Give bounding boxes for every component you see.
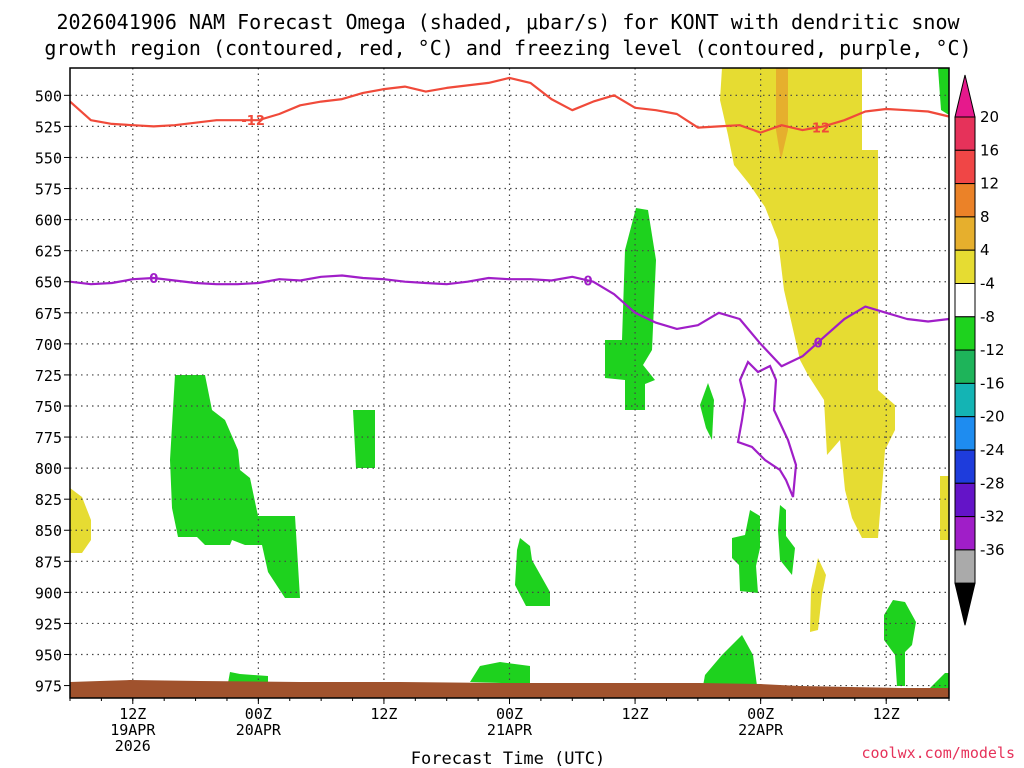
colorbar-swatch <box>954 216 976 251</box>
x-tick-date: 22APR <box>738 721 784 739</box>
colorbar-label: 12 <box>980 175 999 193</box>
x-tick-date: 21APR <box>487 721 533 739</box>
y-tick-label: 575 <box>35 181 62 199</box>
omega-green-region <box>353 410 375 468</box>
y-tick-label: 550 <box>35 149 62 167</box>
omega-green-region <box>470 662 530 684</box>
colorbar-swatch <box>954 116 976 151</box>
y-tick-label: 675 <box>35 305 62 323</box>
ground-surface <box>70 680 949 698</box>
y-tick-label: 625 <box>35 243 62 261</box>
colorbar-swatch <box>954 449 976 484</box>
y-tick-label: 800 <box>35 460 62 478</box>
colorbar-under-triangle <box>954 582 976 626</box>
omega-green-region <box>700 383 714 440</box>
x-tick-date: 19APR <box>110 721 156 739</box>
omega-green-region <box>938 68 949 115</box>
colorbar-label: -24 <box>980 441 1005 459</box>
y-tick-label: 650 <box>35 274 62 292</box>
colorbar-label: -20 <box>980 408 1005 426</box>
x-tick-label: 00Z <box>747 705 774 723</box>
x-tick-year: 2026 <box>115 737 151 755</box>
omega-shading <box>70 68 949 690</box>
chart-title-line1: 2026041906 NAM Forecast Omega (shaded, μ… <box>56 10 960 34</box>
omega-yellow-region <box>70 488 91 553</box>
freezing-level-loop <box>736 360 798 498</box>
omega-yellow-region <box>720 68 895 538</box>
y-tick-label: 525 <box>35 118 62 136</box>
x-tick-label: 12Z <box>370 705 397 723</box>
colorbar-label: 4 <box>980 241 990 259</box>
grid <box>70 68 949 698</box>
colorbar-swatch <box>954 316 976 351</box>
x-tick-date: 20APR <box>236 721 282 739</box>
y-tick-label: 975 <box>35 678 62 696</box>
chart-title-line2: growth region (contoured, red, °C) and f… <box>44 36 971 60</box>
colorbar-swatch <box>954 382 976 418</box>
y-tick-label: 725 <box>35 367 62 385</box>
colorbar-swatch <box>954 283 976 318</box>
colorbar-label: 16 <box>980 141 999 159</box>
colorbar-swatch <box>954 549 976 584</box>
x-tick-label: 00Z <box>496 705 523 723</box>
dendritic-contour-label: -12 <box>806 121 830 136</box>
y-tick-label: 500 <box>35 87 62 105</box>
omega-green-region <box>703 635 757 686</box>
omega-green-region <box>778 505 795 575</box>
axis-ticks: 500 525 550 575 600 625 650 675 700 725 750 775 800 8… <box>35 87 950 755</box>
x-tick-label: 12Z <box>119 705 146 723</box>
y-tick-label: 925 <box>35 615 62 633</box>
credit-text: coolwx.com/models <box>861 744 1015 762</box>
y-tick-label: 950 <box>35 647 62 665</box>
x-tick-label: 12Z <box>622 705 649 723</box>
y-tick-label: 875 <box>35 553 62 571</box>
colorbar-label: 8 <box>980 208 990 226</box>
colorbar: 20 16 12 8 4 -4 -8 -12 -16 -20 -24 -28 -32 -36 <box>954 74 1005 626</box>
colorbar-swatch <box>954 349 976 384</box>
colorbar-label: 20 <box>980 108 999 126</box>
colorbar-swatch <box>954 516 976 551</box>
colorbar-label: -12 <box>980 341 1005 359</box>
dendritic-contour-label: -12 <box>241 114 265 129</box>
x-axis-label: Forecast Time (UTC) <box>411 749 605 768</box>
colorbar-label: -16 <box>980 374 1005 392</box>
y-tick-label: 600 <box>35 212 62 230</box>
colorbar-swatch <box>954 249 976 284</box>
omega-orange-region <box>776 68 788 160</box>
freezing-level-label: 0 <box>583 274 592 289</box>
colorbar-label: -32 <box>980 508 1005 526</box>
y-tick-label: 850 <box>35 522 62 540</box>
freezing-level-label: 0 <box>814 336 823 351</box>
omega-green-region <box>884 600 916 686</box>
omega-green-region <box>515 538 550 606</box>
omega-yellow-region <box>810 558 826 632</box>
colorbar-swatch <box>954 482 976 518</box>
colorbar-label: -4 <box>980 275 995 293</box>
colorbar-swatch <box>954 416 976 451</box>
omega-green-region <box>170 375 300 598</box>
contours: -12 -12 0 0 0 <box>69 76 950 368</box>
y-tick-label: 775 <box>35 429 62 447</box>
colorbar-swatch <box>954 149 976 185</box>
y-tick-label: 700 <box>35 336 62 354</box>
dendritic-contour-line <box>69 76 950 134</box>
colorbar-swatch <box>954 183 976 218</box>
omega-yellow-region <box>940 476 949 540</box>
colorbar-label: -36 <box>980 541 1005 559</box>
x-tick-label: 12Z <box>873 705 900 723</box>
colorbar-label: -8 <box>980 308 995 326</box>
omega-green-region <box>228 672 268 684</box>
colorbar-label: -28 <box>980 474 1005 492</box>
colorbar-over-triangle <box>954 74 976 118</box>
freezing-level-line <box>69 274 950 368</box>
freezing-level-label: 0 <box>149 272 158 287</box>
y-tick-label: 900 <box>35 584 62 602</box>
x-tick-label: 00Z <box>245 705 272 723</box>
y-tick-label: 825 <box>35 491 62 509</box>
y-tick-label: 750 <box>35 398 62 416</box>
